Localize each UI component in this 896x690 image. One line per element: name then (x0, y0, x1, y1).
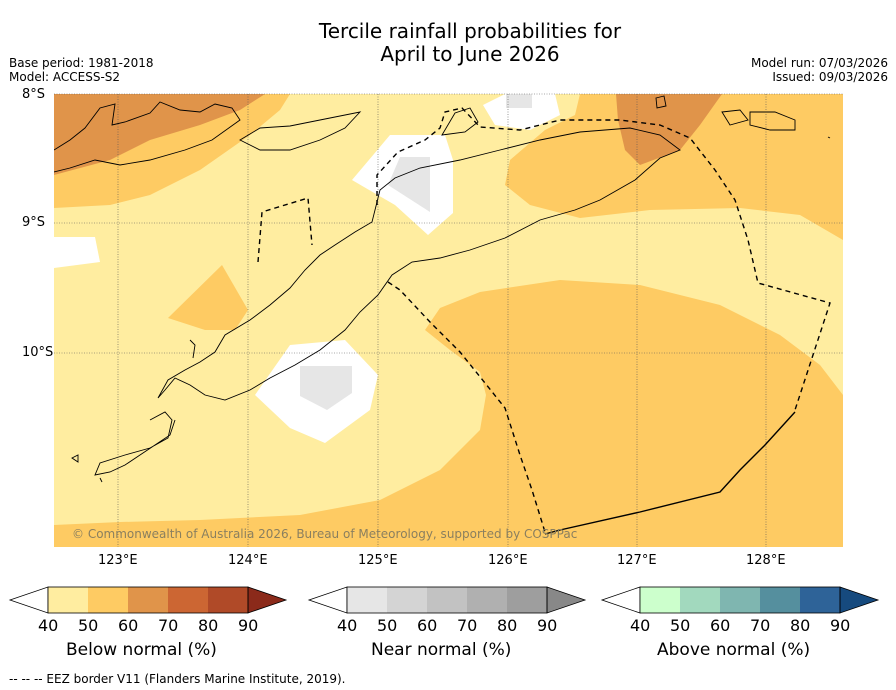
cb-below-tick-80: 80 (198, 616, 219, 635)
cb-above-under (600, 586, 641, 614)
colorbar-below (8, 586, 288, 614)
cb-near-label: Near normal (%) (371, 640, 512, 660)
fill-near-40-top (506, 94, 532, 108)
cb-below-label: Below normal (%) (66, 640, 217, 660)
lon-label-127e: 127°E (617, 553, 657, 568)
cb-near-tick-60: 60 (417, 616, 438, 635)
model-name: Model: ACCESS-S2 (9, 70, 121, 84)
cb-above-tick-50: 50 (670, 616, 691, 635)
cb-above-tick-40: 40 (630, 616, 651, 635)
eez-footnote: -- -- -- EEZ border V11 (Flanders Marine… (9, 672, 346, 686)
cb-above-tick-70: 70 (750, 616, 771, 635)
cb-above-tick-60: 60 (710, 616, 731, 635)
lon-label-125e: 125°E (358, 553, 398, 568)
cb-below-tick-70: 70 (158, 616, 179, 635)
cb-near-tick-70: 70 (457, 616, 478, 635)
base-period: Base period: 1981-2018 (9, 56, 154, 70)
cb-near-tick-80: 80 (497, 616, 518, 635)
fill-near-40-north (388, 157, 430, 212)
cb-above-label: Above normal (%) (657, 640, 811, 660)
cb-near-1 (347, 587, 387, 613)
cb-near-under (307, 586, 348, 614)
cb-below-1 (48, 587, 88, 613)
cb-below-3 (128, 587, 168, 613)
copyright-text: © Commonwealth of Australia 2026, Bureau… (72, 527, 578, 541)
title-line-2: April to June 2026 (380, 42, 560, 66)
fill-below-50-west (168, 265, 248, 330)
cb-near-tick-90: 90 (537, 616, 558, 635)
lon-label-124e: 124°E (228, 553, 268, 568)
lat-label-10s: 10°S (22, 345, 54, 360)
cb-near-5 (507, 587, 547, 613)
model-run: Model run: 07/03/2026 (750, 56, 888, 70)
cb-above-1 (640, 587, 680, 613)
fill-below-50-south (54, 280, 843, 547)
lon-label-126e: 126°E (488, 553, 528, 568)
colorbar-near (307, 586, 587, 614)
cb-above-3 (720, 587, 760, 613)
cb-above-tick-80: 80 (790, 616, 811, 635)
cb-above-tick-90: 90 (830, 616, 851, 635)
lat-label-9s: 9°S (22, 215, 46, 230)
cb-near-4 (467, 587, 507, 613)
coastlines (54, 95, 831, 483)
fill-below-60-nw (54, 94, 265, 175)
gridlines (54, 93, 843, 547)
fill-near-40-south (300, 366, 352, 410)
cb-below-tick-90: 90 (238, 616, 259, 635)
cb-below-2 (88, 587, 128, 613)
colorbar-above (600, 586, 880, 614)
lon-label-128e: 128°E (746, 553, 786, 568)
cb-above-5 (800, 587, 840, 613)
map-fills (54, 94, 843, 547)
lat-label-8s: 8°S (22, 87, 46, 102)
fill-below-50-ne (505, 94, 843, 240)
cb-near-3 (427, 587, 467, 613)
cb-below-4 (168, 587, 208, 613)
map-title: Tercile rainfall probabilities for April… (0, 20, 896, 66)
meta-right: Model run: 07/03/2026 Issued: 09/03/2026 (751, 56, 888, 84)
fill-white-top (483, 94, 560, 130)
eez-borders (257, 107, 831, 533)
cb-above-over (839, 586, 880, 614)
cb-below-5 (208, 587, 248, 613)
cb-below-tick-50: 50 (78, 616, 99, 635)
cb-above-4 (760, 587, 800, 613)
cb-below-tick-60: 60 (118, 616, 139, 635)
border-solid (544, 411, 796, 535)
lon-label-123e: 123°E (98, 553, 138, 568)
cb-near-over (546, 586, 587, 614)
cb-near-2 (387, 587, 427, 613)
cb-above-2 (680, 587, 720, 613)
fill-white-west (54, 237, 100, 268)
cb-near-tick-50: 50 (377, 616, 398, 635)
cb-below-tick-40: 40 (38, 616, 59, 635)
issued-date: Issued: 09/03/2026 (772, 70, 888, 84)
title-line-1: Tercile rainfall probabilities for (318, 19, 622, 43)
cb-below-under (8, 586, 49, 614)
cb-near-tick-40: 40 (337, 616, 358, 635)
meta-left: Base period: 1981-2018 Model: ACCESS-S2 (9, 56, 154, 84)
cb-below-over (247, 586, 288, 614)
